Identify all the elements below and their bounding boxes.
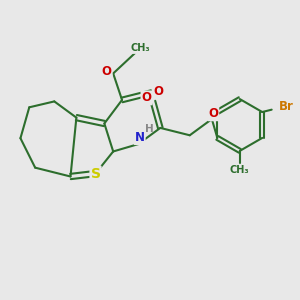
Text: H: H <box>145 124 154 134</box>
Text: S: S <box>91 167 100 181</box>
Text: N: N <box>135 131 145 144</box>
Text: O: O <box>208 107 218 120</box>
Text: CH₃: CH₃ <box>230 165 250 175</box>
Text: O: O <box>142 92 152 104</box>
Text: Br: Br <box>279 100 294 112</box>
Text: O: O <box>102 65 112 79</box>
Text: O: O <box>153 85 163 98</box>
Text: CH₃: CH₃ <box>131 44 150 53</box>
